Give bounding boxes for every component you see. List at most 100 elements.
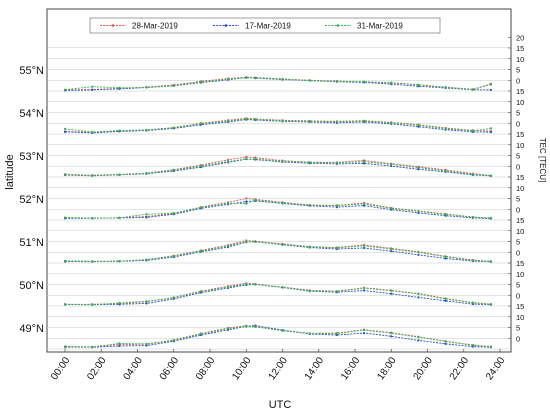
data-point [172,84,175,87]
data-point [471,259,474,262]
data-point [444,297,447,301]
x-tick-label: 08:00 [194,355,218,382]
data-point [227,78,230,81]
data-point [245,202,248,205]
data-point [145,128,148,132]
x-axis-label: UTC [269,399,292,411]
latitude-band [63,324,493,349]
tec-tick: 10 [516,227,524,236]
data-point [172,126,175,129]
data-point [245,240,248,243]
data-point [417,253,420,256]
data-point [245,197,248,200]
x-tick-label: 00:00 [49,355,73,382]
tec-tick: 15 [516,259,524,268]
data-point [390,331,393,335]
legend-marker [224,24,228,27]
tec-tick: 5 [516,238,520,247]
series-line [65,200,491,219]
data-point [471,301,474,304]
data-point [444,169,447,173]
data-point [362,289,366,292]
band-grid [47,47,511,350]
data-point [245,117,248,121]
x-tick-labels: 00:00 02:00 04:00 06:00 08:00 10:00 12:00 14:00… [49,349,508,382]
data-point [227,244,230,248]
data-point [471,173,474,176]
data-point [63,346,67,349]
data-point [308,120,311,123]
data-point [227,327,230,330]
data-point [444,127,447,130]
y-axis-label-right: TEC [TECU] [538,138,547,182]
data-point [489,216,493,219]
data-point [172,169,175,172]
x-tick-label: 22:00 [448,355,472,382]
latitude-band [63,239,493,263]
latitude-band [63,117,493,135]
tec-tick: 15 [516,173,524,182]
series-line [64,325,491,348]
latitude-tick: 55°N [19,65,44,77]
data-point [308,332,311,335]
latitude-tick-labels: 55°N 54°N 53°N 52°N 51°N 50°N 49°N [19,65,44,335]
data-point [335,290,338,293]
series-line [64,118,491,133]
tec-tick: 15 [516,87,524,96]
data-point [362,246,366,250]
data-point [63,127,67,130]
series-line [64,199,491,219]
data-point [362,287,366,290]
latitude-band [63,197,493,220]
series-layer [63,76,493,349]
series-line [64,241,491,262]
data-point [245,157,248,161]
x-tick-label: 20:00 [412,355,436,382]
data-point [145,258,148,261]
legend-box [89,17,441,34]
x-tick-label: 16:00 [339,355,363,382]
data-point [172,212,175,215]
data-point [417,292,420,296]
x-tick-label: 18:00 [375,355,399,382]
data-point [145,342,148,345]
tec-tick: 10 [516,270,524,279]
data-point [245,282,248,285]
data-point [254,283,257,286]
x-tick-label: 12:00 [267,355,291,382]
data-point [254,325,257,328]
data-point [489,174,493,177]
data-point [281,286,284,289]
y-axis-label-left: latitude [4,154,16,189]
data-point [335,161,338,164]
data-point [281,201,284,204]
x-tick-label: 14:00 [303,355,327,382]
data-point [417,251,420,254]
data-point [390,250,393,253]
data-point [254,156,257,159]
data-point [172,339,175,342]
data-point [308,79,311,82]
series-line [64,283,491,306]
data-point [335,80,338,83]
data-point [390,207,393,210]
data-point [63,259,67,262]
series-line [64,198,491,219]
tec-tick: 0 [516,162,520,171]
legend-label: 17-Mar-2019 [245,22,291,31]
data-point [335,332,338,335]
data-point [281,78,284,81]
data-point [390,335,393,338]
latitude-tick: 54°N [19,108,44,120]
x-tick-label: 02:00 [85,355,109,382]
data-point [199,332,203,336]
data-point [308,204,311,207]
data-point [444,257,447,260]
data-point [417,83,420,87]
legend-entry: 28-Mar-2019 [100,22,178,31]
tec-tick: 10 [516,141,524,150]
data-point [390,289,393,292]
x-tick-label: 10:00 [230,355,254,382]
data-point [444,86,447,89]
